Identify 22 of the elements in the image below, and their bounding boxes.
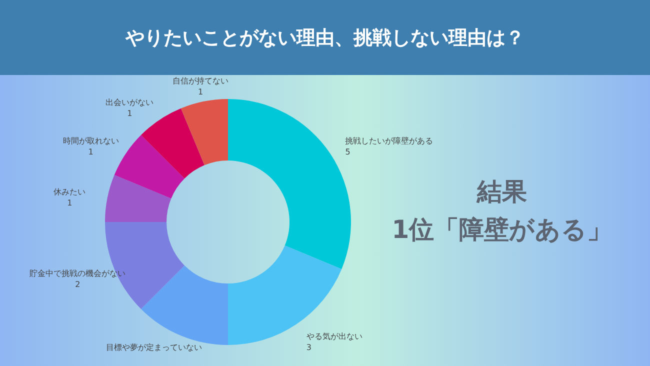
donut-slice xyxy=(180,99,228,166)
donut-slice xyxy=(141,108,204,179)
data-label: 1 xyxy=(67,198,72,208)
slice-label: 出会いがない xyxy=(106,98,154,107)
slice-label: やる気が出ない xyxy=(306,332,362,342)
text: 1位「障壁がある」 xyxy=(392,215,612,244)
slice-label: 貯金中で挑戦の機会がない xyxy=(30,268,126,278)
data-label: 3 xyxy=(306,343,312,352)
donut-slice xyxy=(105,174,172,222)
data-label: 1 xyxy=(88,148,94,157)
slice-label: 時間が取れない xyxy=(62,136,119,146)
data-label: 5 xyxy=(345,148,350,157)
slice-label: 目標や夢が定まっていない xyxy=(106,343,202,352)
chart-title: やりたいことがない理由、挑戦しない理由は？ xyxy=(124,27,524,49)
data-label: 1 xyxy=(198,88,204,97)
slice-label: 休みたい xyxy=(54,187,86,196)
donut-slice xyxy=(141,265,228,345)
data-label: 1 xyxy=(127,108,132,118)
text: 結果 xyxy=(476,177,527,206)
slice-label: 自信が持てない xyxy=(172,76,228,86)
slice-label: 挑戦したいが障壁がある xyxy=(345,136,434,146)
data-label: 2 xyxy=(75,280,80,289)
